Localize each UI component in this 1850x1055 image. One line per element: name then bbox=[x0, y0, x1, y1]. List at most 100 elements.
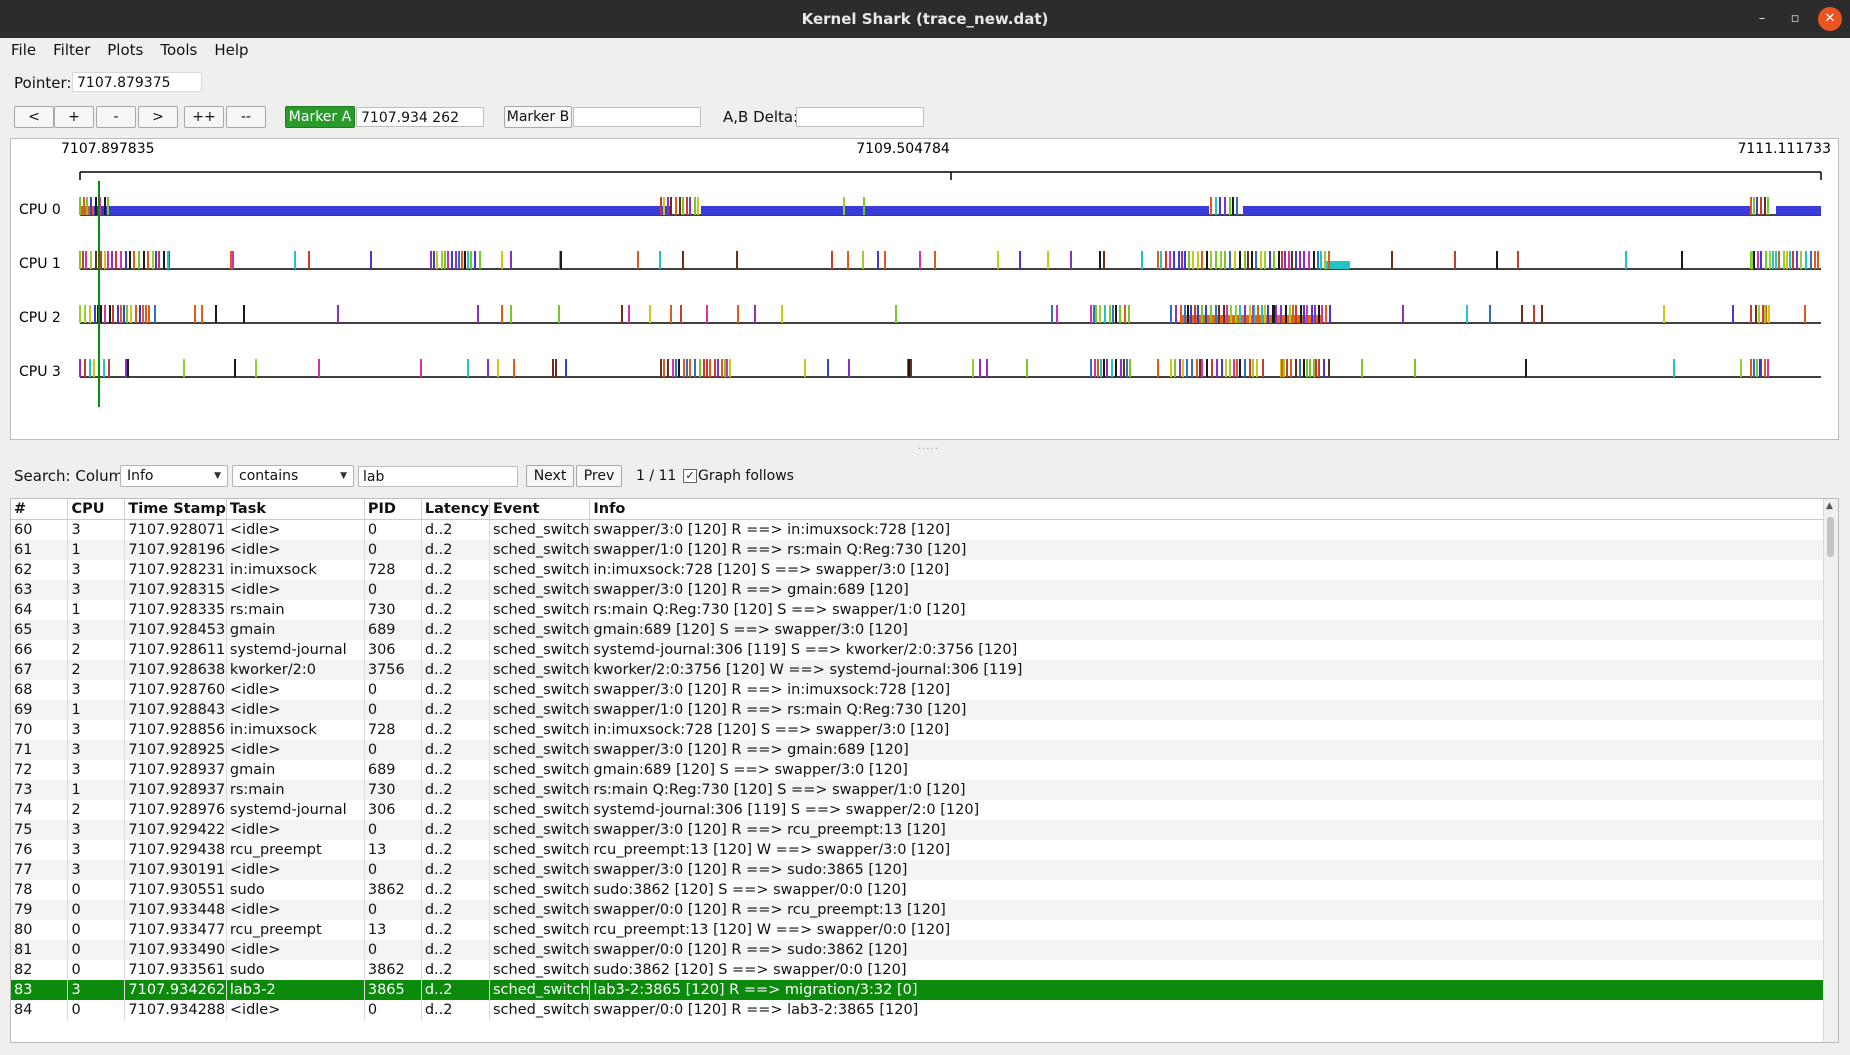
zoom-in-button[interactable]: + bbox=[54, 106, 94, 128]
menu-plots[interactable]: Plots bbox=[107, 41, 144, 59]
table-row[interactable]: 66 2 7107.928611 systemd-journal 306 d..2 sche… bbox=[11, 640, 1838, 660]
zoom-min-button[interactable]: -- bbox=[226, 106, 266, 128]
table-row[interactable]: 84 0 7107.934288 <idle> 0 d..2 sched_switch swa… bbox=[11, 1000, 1838, 1020]
cell-pid: 0 bbox=[364, 1000, 422, 1020]
zoom-max-button[interactable]: ++ bbox=[184, 106, 224, 128]
maximize-icon[interactable]: ▫ bbox=[1790, 11, 1800, 26]
search-condition-select[interactable]: contains ▼ bbox=[232, 465, 354, 487]
marker-a-button[interactable]: Marker A bbox=[285, 106, 355, 128]
table-row[interactable]: 82 0 7107.933561 sudo 3862 d..2 sched_switch su… bbox=[11, 960, 1838, 980]
menu-file[interactable]: File bbox=[11, 41, 37, 59]
cell-latency: d..2 bbox=[421, 519, 491, 540]
cell-pid: 728 bbox=[364, 720, 422, 740]
cell-timestamp: 7107.933490 bbox=[124, 940, 227, 960]
cell-latency: d..2 bbox=[421, 760, 491, 780]
zoom-out-button[interactable]: - bbox=[96, 106, 136, 128]
table-row[interactable]: 64 1 7107.928335 rs:main 730 d..2 sched_switch… bbox=[11, 600, 1838, 620]
table-row[interactable]: 71 3 7107.928925 <idle> 0 d..2 sched_switch swa… bbox=[11, 740, 1838, 760]
table-row[interactable]: 77 3 7107.930191 <idle> 0 d..2 sched_switch swa… bbox=[11, 860, 1838, 880]
table-row[interactable]: 72 3 7107.928937 gmain 689 d..2 sched_switch gm… bbox=[11, 760, 1838, 780]
table-row[interactable]: 73 1 7107.928937 rs:main 730 d..2 sched_switch… bbox=[11, 780, 1838, 800]
col-header-index[interactable]: # bbox=[11, 499, 69, 520]
cell-event: sched_switch bbox=[489, 600, 591, 620]
table-row[interactable]: 75 3 7107.929422 <idle> 0 d..2 sched_switch swa… bbox=[11, 820, 1838, 840]
table-row[interactable]: 83 3 7107.934262 lab3-2 3865 d..2 sched_switch… bbox=[11, 980, 1838, 1000]
graph-follows-checkbox[interactable]: ✓ bbox=[683, 469, 697, 483]
scroll-up-icon[interactable]: ▲ bbox=[1826, 501, 1833, 511]
cell-cpu: 3 bbox=[67, 720, 126, 740]
col-header-cpu[interactable]: CPU bbox=[67, 499, 126, 520]
cell-timestamp: 7107.929438 bbox=[124, 840, 227, 860]
table-row[interactable]: 69 1 7107.928843 <idle> 0 d..2 sched_switch swa… bbox=[11, 700, 1838, 720]
menu-bar: File Filter Plots Tools Help bbox=[0, 38, 1850, 62]
cell-latency: d..2 bbox=[421, 1000, 491, 1020]
col-header-timestamp[interactable]: Time Stamp bbox=[124, 499, 227, 520]
table-scrollbar[interactable]: ▲ bbox=[1823, 499, 1838, 1042]
cell-index: 66 bbox=[11, 640, 69, 660]
table-row[interactable]: 80 0 7107.933477 rcu_preempt 13 d..2 sched_swi… bbox=[11, 920, 1838, 940]
table-row[interactable]: 76 3 7107.929438 rcu_preempt 13 d..2 sched_swi… bbox=[11, 840, 1838, 860]
cell-info: kworker/2:0:3756 [120] W ==> systemd-jou… bbox=[589, 660, 1838, 680]
menu-filter[interactable]: Filter bbox=[53, 41, 91, 59]
search-next-button[interactable]: Next bbox=[526, 465, 574, 487]
search-count: 1 / 11 bbox=[636, 468, 677, 484]
cell-info: swapper/1:0 [120] R ==> rs:main Q:Reg:73… bbox=[589, 540, 1838, 560]
table-row[interactable]: 78 0 7107.930551 sudo 3862 d..2 sched_switch su… bbox=[11, 880, 1838, 900]
cell-timestamp: 7107.928760 bbox=[124, 680, 227, 700]
cell-info: rs:main Q:Reg:730 [120] S ==> swapper/1:… bbox=[589, 600, 1838, 620]
table-row[interactable]: 65 3 7107.928453 gmain 689 d..2 sched_switch gm… bbox=[11, 620, 1838, 640]
table-row[interactable]: 68 3 7107.928760 <idle> 0 d..2 sched_switch swa… bbox=[11, 680, 1838, 700]
menu-help[interactable]: Help bbox=[214, 41, 249, 59]
col-header-task[interactable]: Task bbox=[226, 499, 365, 520]
cell-latency: d..2 bbox=[421, 660, 491, 680]
cell-timestamp: 7107.930191 bbox=[124, 860, 227, 880]
cell-latency: d..2 bbox=[421, 800, 491, 820]
table-row[interactable]: 81 0 7107.933490 <idle> 0 d..2 sched_switch swa… bbox=[11, 940, 1838, 960]
cell-index: 68 bbox=[11, 680, 69, 700]
cell-index: 76 bbox=[11, 840, 69, 860]
trace-graph-canvas[interactable]: 7107.897835 7109.504784 7111.111733 CPU … bbox=[11, 139, 1838, 439]
col-header-pid[interactable]: PID bbox=[364, 499, 422, 520]
cpu2-label: CPU 2 bbox=[19, 310, 61, 326]
event-table[interactable]: # CPU Time Stamp Task PID Latency Event … bbox=[10, 498, 1839, 1043]
cell-cpu: 3 bbox=[67, 980, 126, 1000]
table-row[interactable]: 79 0 7107.933448 <idle> 0 d..2 sched_switch swa… bbox=[11, 900, 1838, 920]
close-icon[interactable]: ✕ bbox=[1818, 7, 1842, 31]
time-left-label: 7107.897835 bbox=[61, 141, 155, 157]
menu-tools[interactable]: Tools bbox=[160, 41, 198, 59]
table-row[interactable]: 60 3 7107.928071 <idle> 0 d..2 sched_switch swa… bbox=[11, 519, 1838, 540]
table-row[interactable]: 62 3 7107.928231 in:imuxsock 728 d..2 sched_sw… bbox=[11, 560, 1838, 580]
scroll-right-button[interactable]: > bbox=[138, 106, 178, 128]
col-header-event[interactable]: Event bbox=[489, 499, 591, 520]
cell-index: 71 bbox=[11, 740, 69, 760]
scroll-left-button[interactable]: < bbox=[14, 106, 54, 128]
search-prev-button[interactable]: Prev bbox=[576, 465, 622, 487]
delta-label: A,B Delta: bbox=[723, 108, 799, 126]
cell-task: rs:main bbox=[226, 780, 365, 800]
cell-event: sched_switch bbox=[489, 840, 591, 860]
search-column-select[interactable]: Info ▼ bbox=[120, 465, 228, 487]
scrollbar-thumb[interactable] bbox=[1827, 517, 1834, 557]
cell-index: 84 bbox=[11, 1000, 69, 1020]
cell-event: sched_switch bbox=[489, 900, 591, 920]
trace-graph[interactable]: 7107.897835 7109.504784 7111.111733 CPU … bbox=[10, 138, 1839, 440]
table-row[interactable]: 74 2 7107.928976 systemd-journal 306 d..2 sche… bbox=[11, 800, 1838, 820]
cell-latency: d..2 bbox=[421, 680, 491, 700]
cell-index: 60 bbox=[11, 519, 69, 540]
col-header-latency[interactable]: Latency bbox=[421, 499, 491, 520]
marker-b-button[interactable]: Marker B bbox=[504, 106, 572, 128]
cell-latency: d..2 bbox=[421, 600, 491, 620]
search-input[interactable]: lab bbox=[358, 466, 518, 487]
cell-event: sched_switch bbox=[489, 519, 591, 540]
table-row[interactable]: 63 3 7107.928315 <idle> 0 d..2 sched_switch swa… bbox=[11, 580, 1838, 600]
table-row[interactable]: 67 2 7107.928638 kworker/2:0 3756 d..2 sched_s… bbox=[11, 660, 1838, 680]
graph-follows-label: Graph follows bbox=[698, 468, 794, 484]
col-header-info[interactable]: Info bbox=[589, 499, 1838, 520]
splitter-handle[interactable]: ····· bbox=[918, 444, 939, 455]
pointer-field: 7107.879375 bbox=[72, 72, 202, 92]
table-row[interactable]: 70 3 7107.928856 in:imuxsock 728 d..2 sched_sw… bbox=[11, 720, 1838, 740]
minimize-icon[interactable]: – bbox=[1758, 11, 1766, 26]
cpu-busy-bar bbox=[1243, 206, 1751, 215]
cell-latency: d..2 bbox=[421, 920, 491, 940]
table-row[interactable]: 61 1 7107.928196 <idle> 0 d..2 sched_switch swa… bbox=[11, 540, 1838, 560]
